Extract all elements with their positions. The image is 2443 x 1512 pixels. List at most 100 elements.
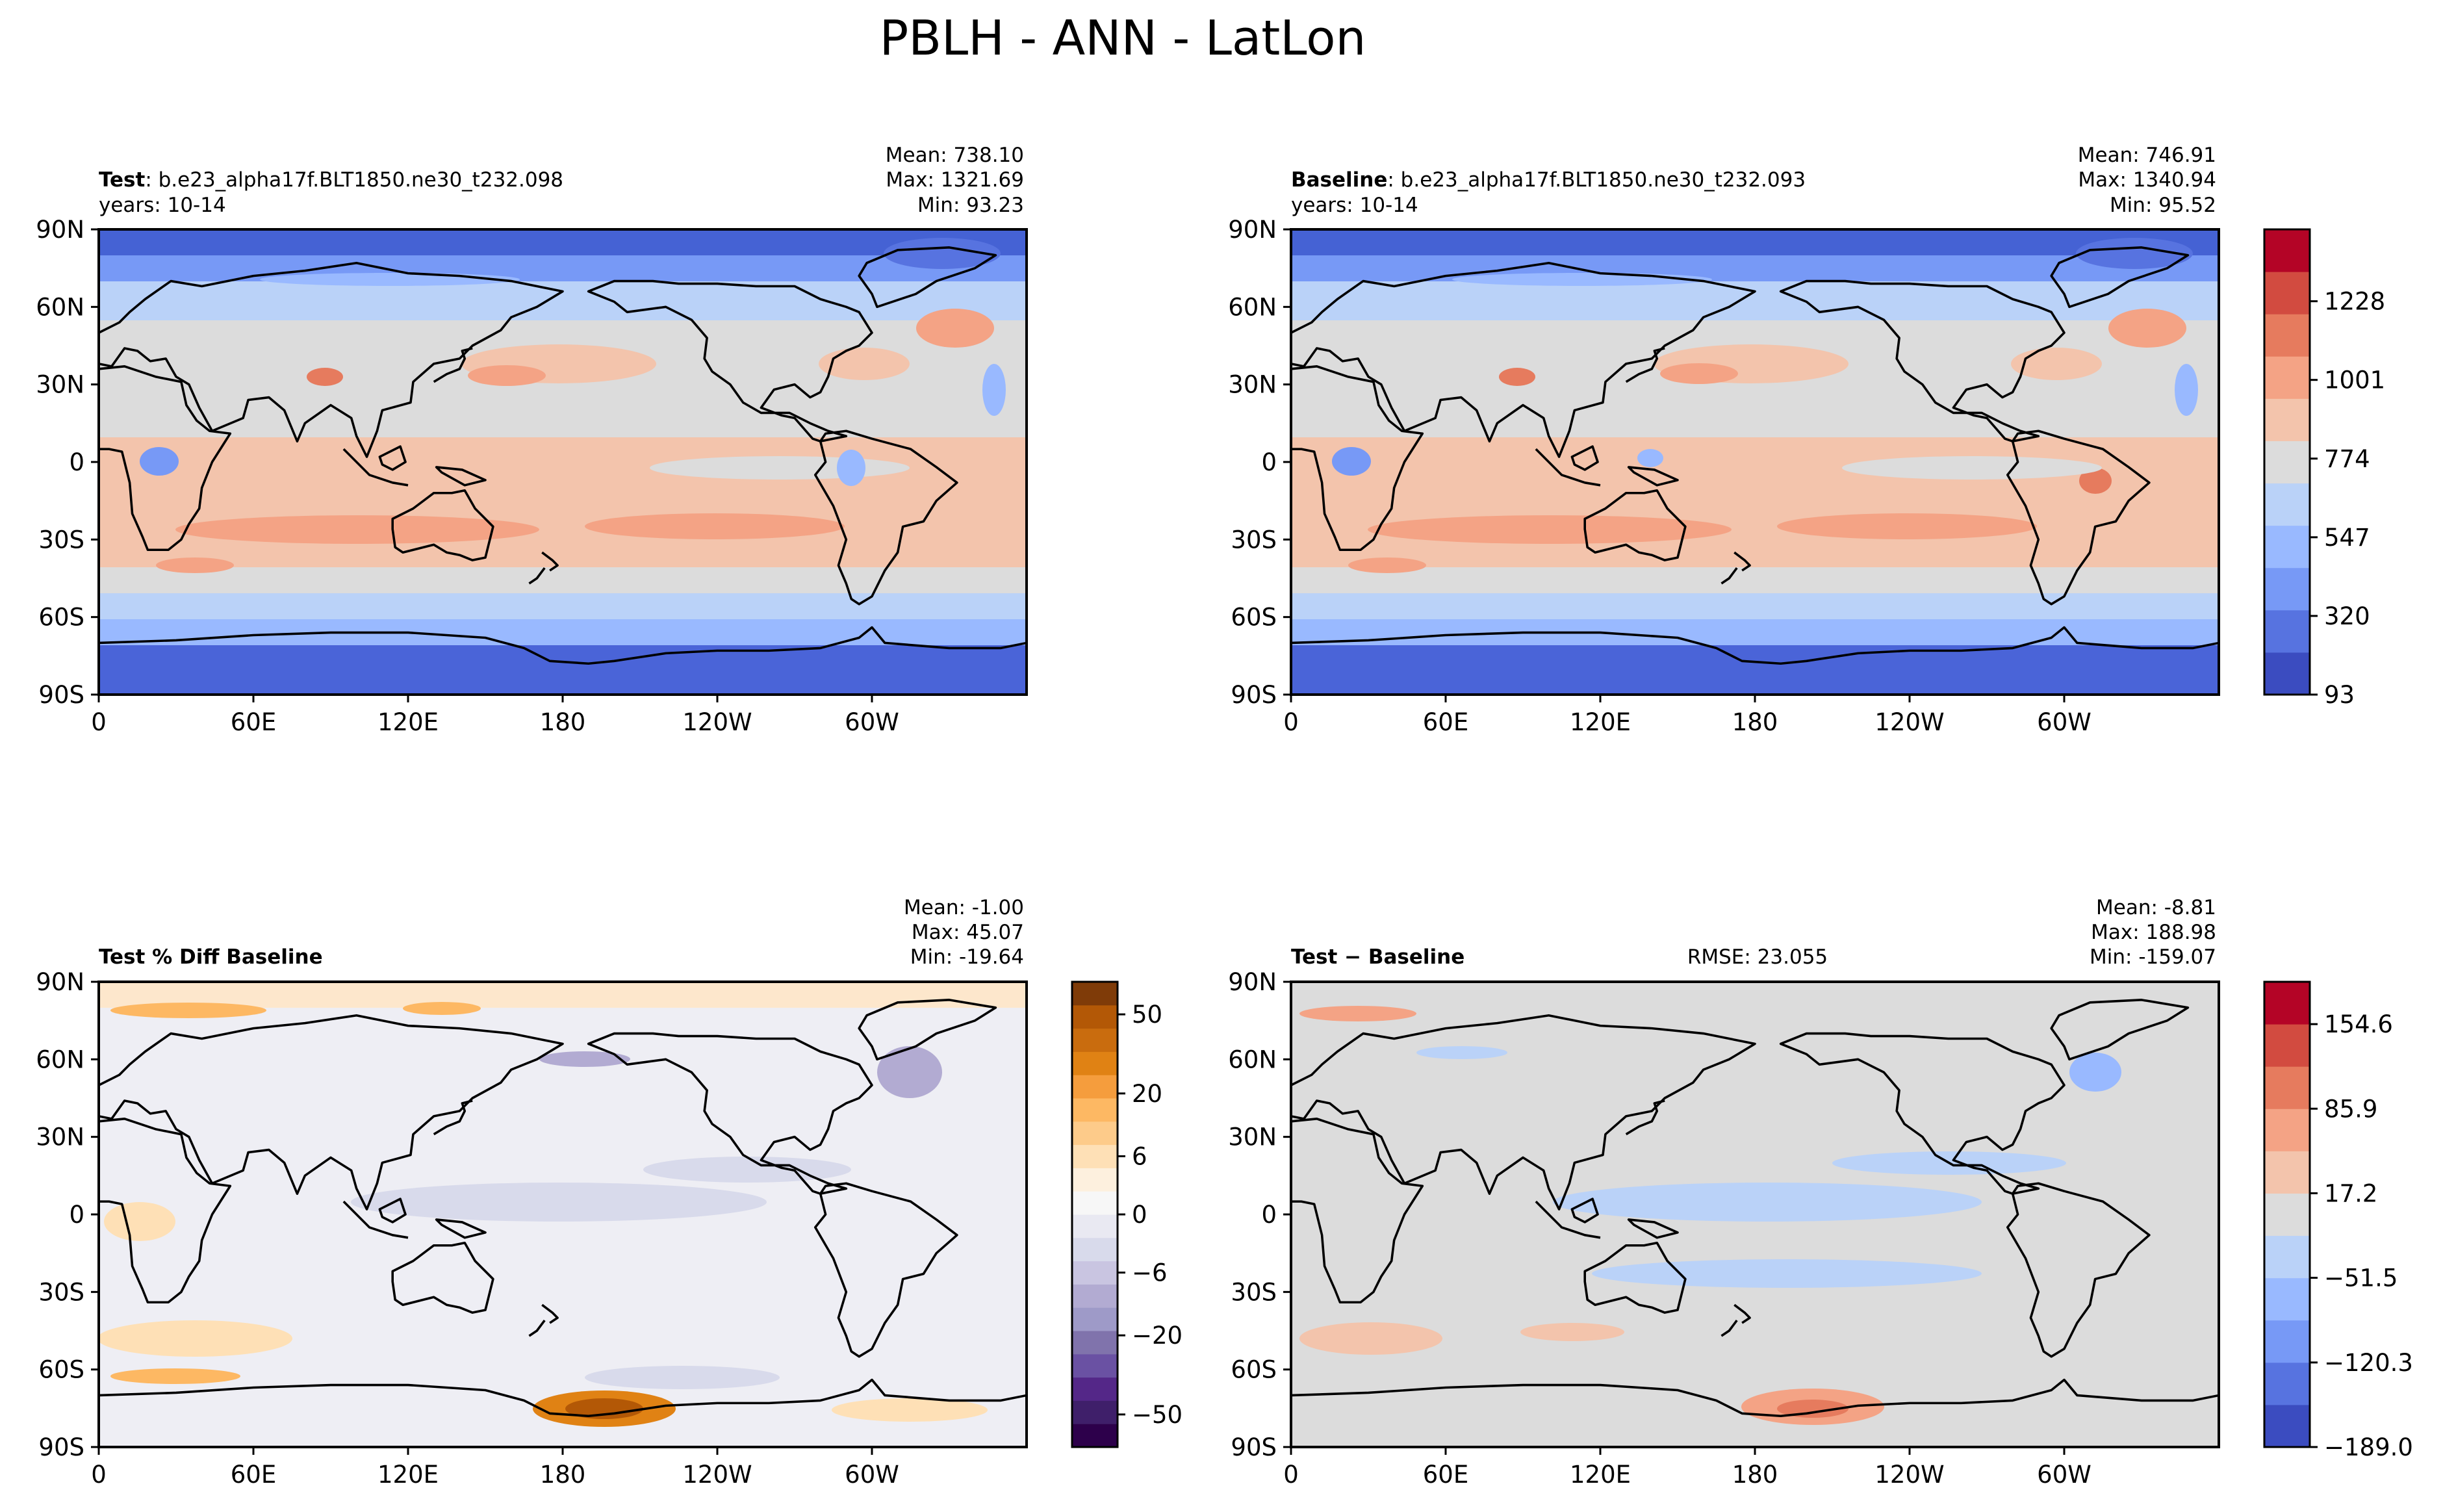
diff-colorbar-swatch [2264, 1362, 2310, 1405]
pct-diff-y-tick-label: 30N [36, 1123, 84, 1151]
pct-diff-y-tick-label: 90S [38, 1433, 84, 1461]
pct-diff-colorbar-label: 50 [1132, 1001, 1162, 1029]
pct-diff-colorbar-swatch [1072, 1144, 1118, 1168]
test-neutral-blob [650, 456, 910, 480]
test-lat-band [99, 255, 1027, 281]
test-lat-band [99, 281, 1027, 320]
top-colorbar-swatch [2264, 314, 2310, 357]
baseline-warm-blob [1777, 513, 2037, 539]
test-warm-blob [585, 513, 845, 539]
diff-colorbar-label: 154.6 [2324, 1010, 2393, 1038]
top-colorbar-label: 1228 [2324, 288, 2385, 316]
top-colorbar-swatch [2264, 272, 2310, 314]
diff-colorbar-swatch [2264, 1151, 2310, 1194]
top-colorbar-label: 1001 [2324, 366, 2385, 394]
pct-diff-colorbar-swatch [1072, 1353, 1118, 1378]
diff-colorbar-swatch [2264, 1066, 2310, 1109]
diff-y-tick-label: 30N [1228, 1123, 1277, 1151]
baseline-min: Min: 95.52 [2110, 194, 2216, 217]
baseline-x-tick-label: 180 [1732, 708, 1778, 736]
diff-x-tick-label: 0 [1283, 1461, 1299, 1489]
baseline-title: Baseline: b.e23_alpha17f.BLT1850.ne30_t2… [1291, 168, 1806, 192]
diff-max: Max: 188.98 [2091, 921, 2216, 944]
test-lat-band [99, 229, 1027, 255]
diff-x-tick-label: 120W [1874, 1461, 1944, 1489]
pct-diff-colorbar-swatch [1072, 1214, 1118, 1238]
baseline-lat-band [1291, 567, 2219, 593]
test-y-tick-label: 30N [36, 371, 84, 399]
pct-diff-x-tick-label: 60E [231, 1461, 276, 1489]
top-colorbar-label: 774 [2324, 445, 2370, 473]
diff-warm-blob [1777, 1400, 1848, 1418]
test-x-tick-label: 120E [377, 708, 439, 736]
diff-x-tick-label: 180 [1732, 1461, 1778, 1489]
test-x-tick-label: 120W [682, 708, 752, 736]
pct-diff-x-tick-label: 0 [91, 1461, 107, 1489]
test-lat-band [99, 593, 1027, 619]
baseline-warm-blob [2108, 309, 2186, 348]
test-warm-blob [819, 348, 910, 380]
baseline-warm-blob [1499, 368, 1535, 386]
diff-title: Test − Baseline [1291, 945, 1465, 969]
diff-x-tick-label: 60E [1423, 1461, 1468, 1489]
diff-colorbar-swatch [2264, 1320, 2310, 1363]
baseline-y-tick-label: 60S [1231, 604, 1277, 632]
baseline-warm-blob [1348, 557, 1426, 573]
pct-diff-colorbar-swatch [1072, 1191, 1118, 1215]
baseline-y-tick-label: 90N [1228, 216, 1277, 244]
diff-warm-blob [1520, 1323, 1624, 1341]
pct-diff-x-tick-label: 120E [377, 1461, 439, 1489]
baseline-warm-blob [1368, 515, 1732, 544]
baseline-lat-band [1291, 437, 2219, 567]
pct-diff-colorbar-label: 6 [1132, 1143, 1147, 1171]
pct-diff-colorbar-swatch [1072, 1237, 1118, 1262]
baseline-cool-blob [1332, 447, 1371, 476]
top-colorbar-swatch [2264, 567, 2310, 611]
baseline-max: Max: 1340.94 [2078, 168, 2216, 192]
test-mean: Mean: 738.10 [886, 144, 1024, 167]
panel-diff: Test − Baseline RMSE: 23.055 Mean: -8.81… [1290, 896, 2220, 1448]
test-warm-blob [307, 368, 343, 386]
top-colorbar-swatch [2264, 398, 2310, 441]
test-warm-blob [175, 515, 539, 544]
baseline-field [1291, 229, 2219, 695]
top-colorbar-swatch [2264, 652, 2310, 695]
test-y-tick-label: 60N [36, 293, 84, 321]
test-y-tick-label: 60S [38, 604, 84, 632]
baseline-x-tick-label: 120E [1570, 708, 1631, 736]
pct-diff-max: Max: 45.07 [912, 921, 1024, 944]
pct-diff-title: Test % Diff Baseline [99, 945, 323, 969]
baseline-cool-blob [2076, 238, 2193, 269]
diff-warm-blob [1299, 1006, 1416, 1021]
baseline-y-tick-label: 30S [1231, 526, 1277, 554]
diff-colorbar-swatch [2264, 1024, 2310, 1067]
diff-min: Min: -159.07 [2090, 945, 2216, 969]
pct-diff-colorbar-swatch [1072, 1424, 1118, 1448]
pct-diff-warm-blob [110, 1368, 240, 1384]
top-colorbar-swatch [2264, 356, 2310, 399]
pct-diff-colorbar-swatch [1072, 1098, 1118, 1122]
pct-diff-y-tick-label: 90N [36, 968, 84, 996]
pct-diff-colorbar-swatch [1072, 1005, 1118, 1029]
pct-diff-warm-blob [110, 1003, 266, 1018]
diff-colorbar-frame [2263, 980, 2311, 1448]
pct-diff-min: Min: -19.64 [910, 945, 1024, 969]
pct-diff-cool-blob [539, 1051, 630, 1067]
top-colorbar-swatch [2264, 525, 2310, 569]
pct-diff-cool-blob [585, 1366, 780, 1389]
pct-diff-warm-blob [99, 1320, 292, 1357]
pct-diff-band [99, 982, 1027, 1008]
diff-colorbar-label: −51.5 [2324, 1264, 2398, 1292]
test-y-tick-label: 90N [36, 216, 84, 244]
diff-rmse: RMSE: 23.055 [1687, 945, 1828, 969]
diff-mean: Mean: -8.81 [2096, 896, 2216, 919]
test-lat-band [99, 645, 1027, 695]
test-x-tick-label: 180 [540, 708, 586, 736]
pct-diff-colorbar-label: 0 [1132, 1201, 1147, 1229]
pct-diff-colorbar-swatch [1072, 1261, 1118, 1285]
baseline-warm-blob [2011, 348, 2102, 380]
test-warm-blob [468, 365, 546, 386]
baseline-y-tick-label: 30N [1228, 371, 1277, 399]
baseline-y-tick-label: 90S [1231, 681, 1277, 709]
